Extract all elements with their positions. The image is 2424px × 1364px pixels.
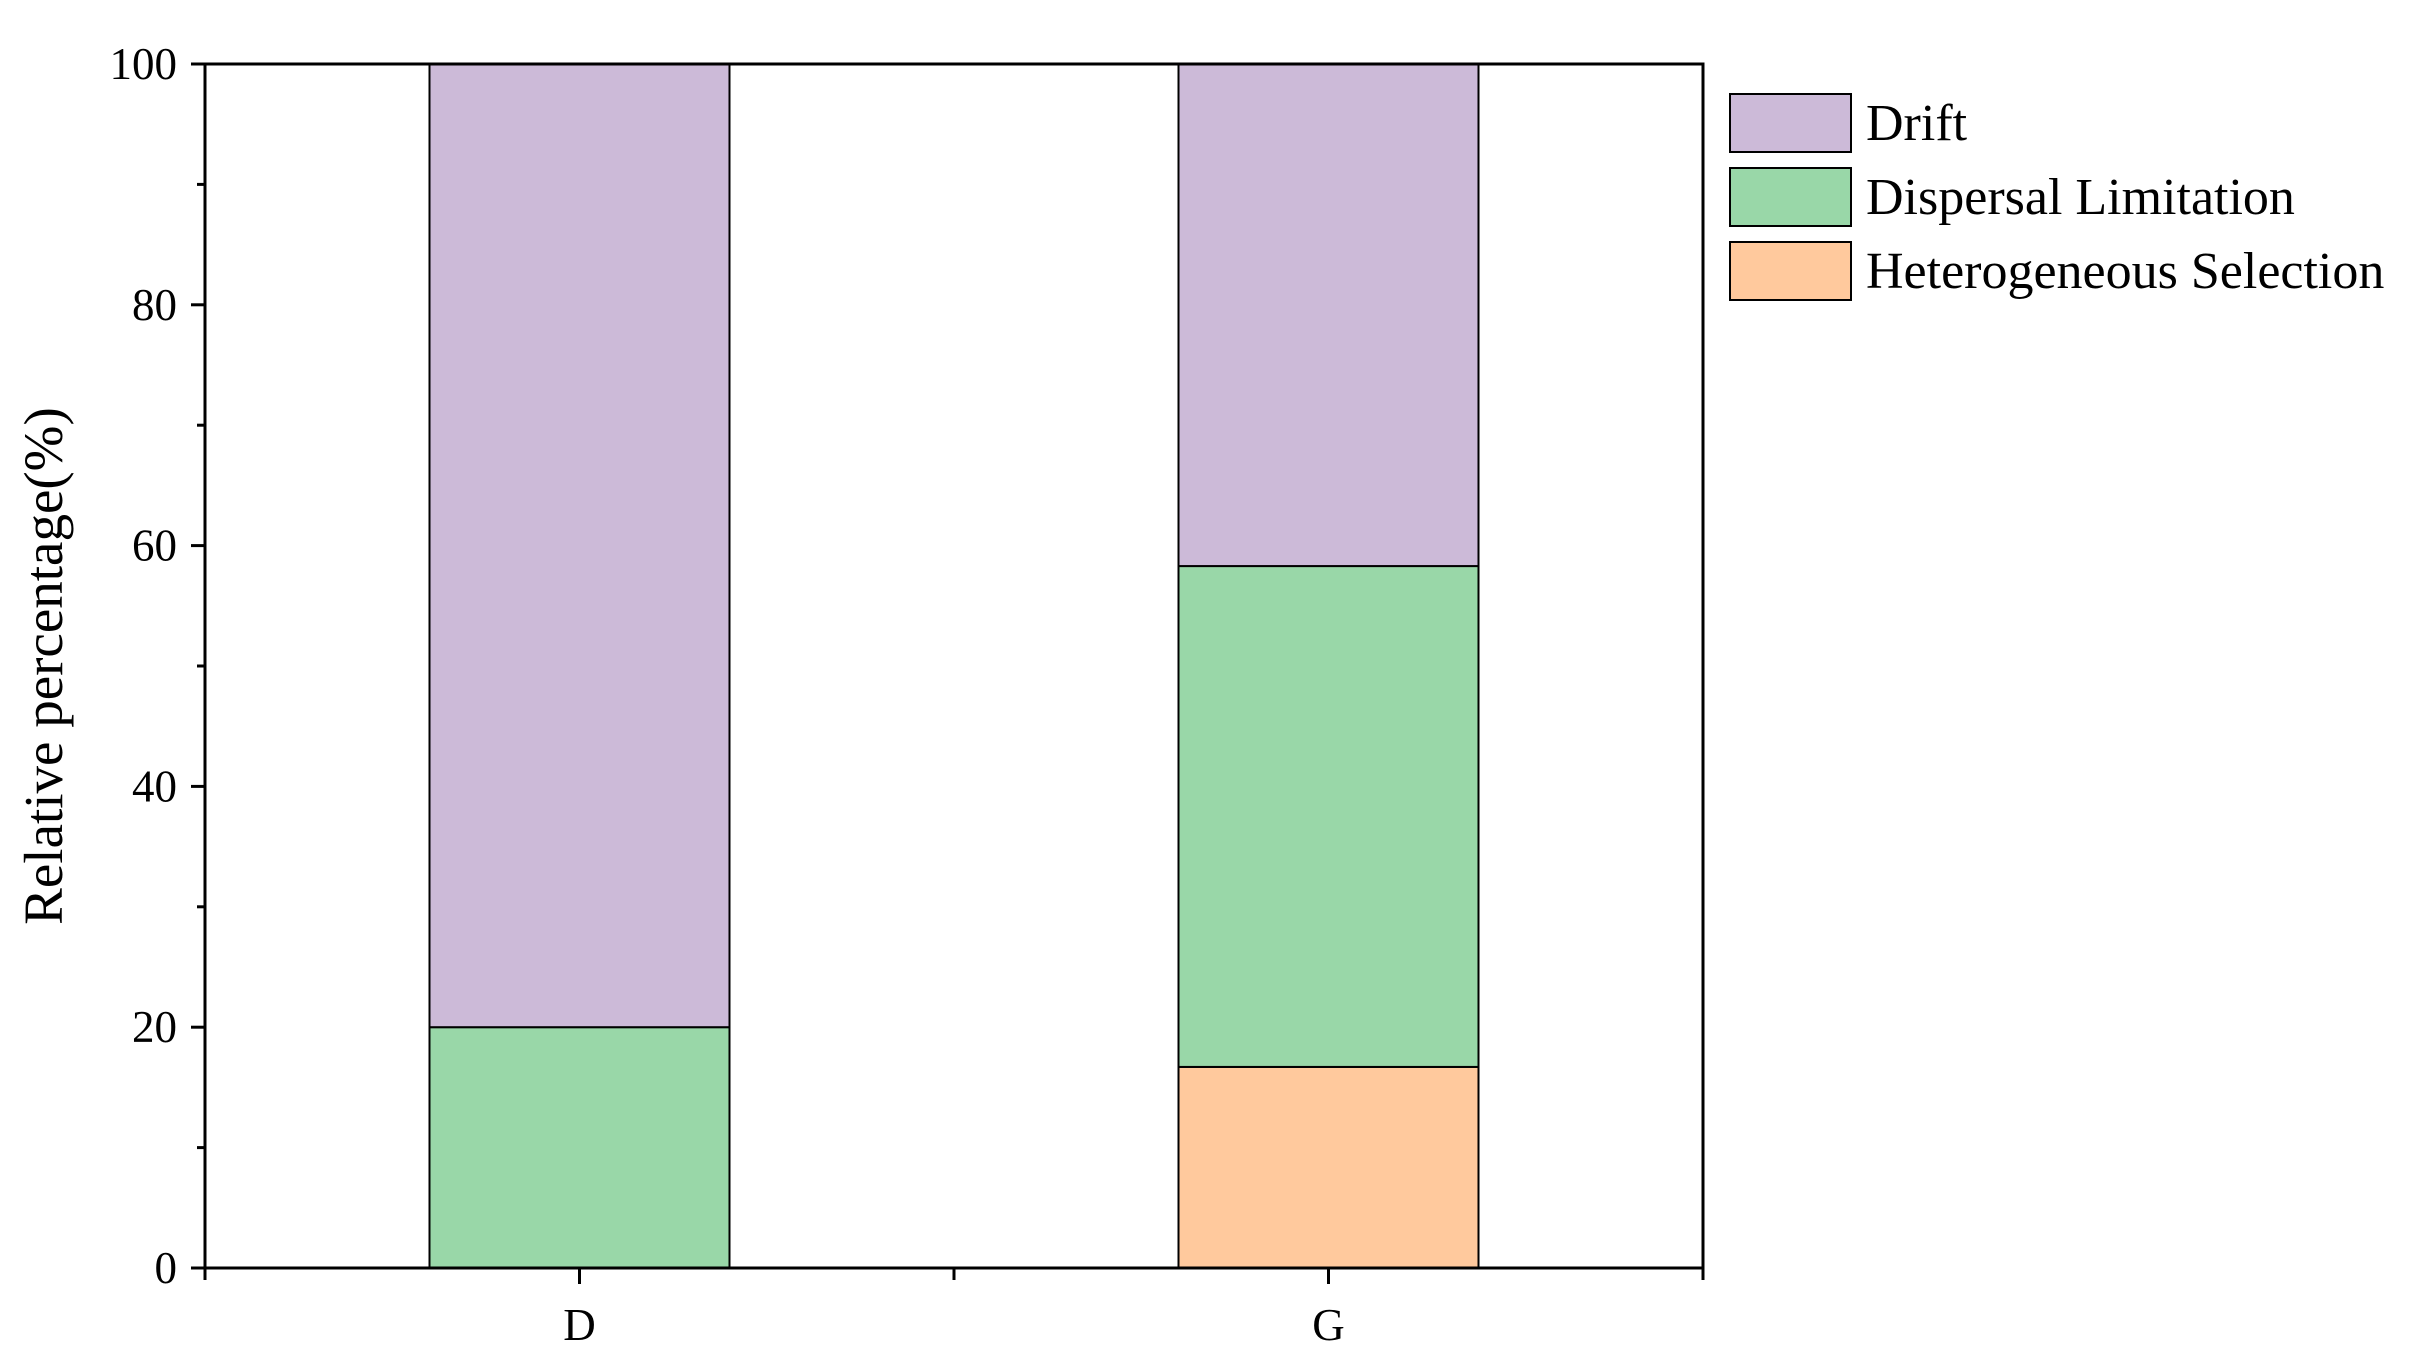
bars-group	[428, 63, 1480, 1269]
bar-d-drift	[428, 63, 731, 1029]
y-tick-label: 20	[132, 1002, 177, 1052]
legend: Drift Dispersal Limitation Heterogeneous S…	[1729, 93, 2384, 301]
bar-d-dispersal-limitation	[428, 1026, 731, 1269]
y-axis-title: Relative percentage(%)	[13, 407, 74, 925]
legend-label-drift: Drift	[1866, 95, 1968, 152]
legend-label-dispersal-limitation: Dispersal Limitation	[1866, 169, 2295, 226]
bar-g-dispersal-limitation	[1177, 565, 1480, 1068]
legend-swatch-heterogeneous-selection	[1729, 241, 1852, 301]
y-tick-label: 0	[155, 1243, 178, 1293]
x-tick-label-g: G	[1312, 1300, 1345, 1350]
legend-label-heterogeneous-selection: Heterogeneous Selection	[1866, 243, 2384, 300]
y-axis: 0 20 40 60 80 100	[110, 39, 205, 1293]
y-tick-label: 60	[132, 521, 177, 571]
legend-swatch-dispersal-limitation	[1729, 167, 1852, 227]
bar-g-drift	[1177, 63, 1480, 568]
legend-swatch-drift	[1729, 93, 1852, 153]
y-tick-label: 80	[132, 280, 177, 330]
y-tick-label: 100	[110, 39, 178, 89]
x-tick-label-d: D	[563, 1300, 596, 1350]
y-tick-label: 40	[132, 761, 177, 811]
bar-g-heterogeneous-selection	[1177, 1065, 1480, 1269]
